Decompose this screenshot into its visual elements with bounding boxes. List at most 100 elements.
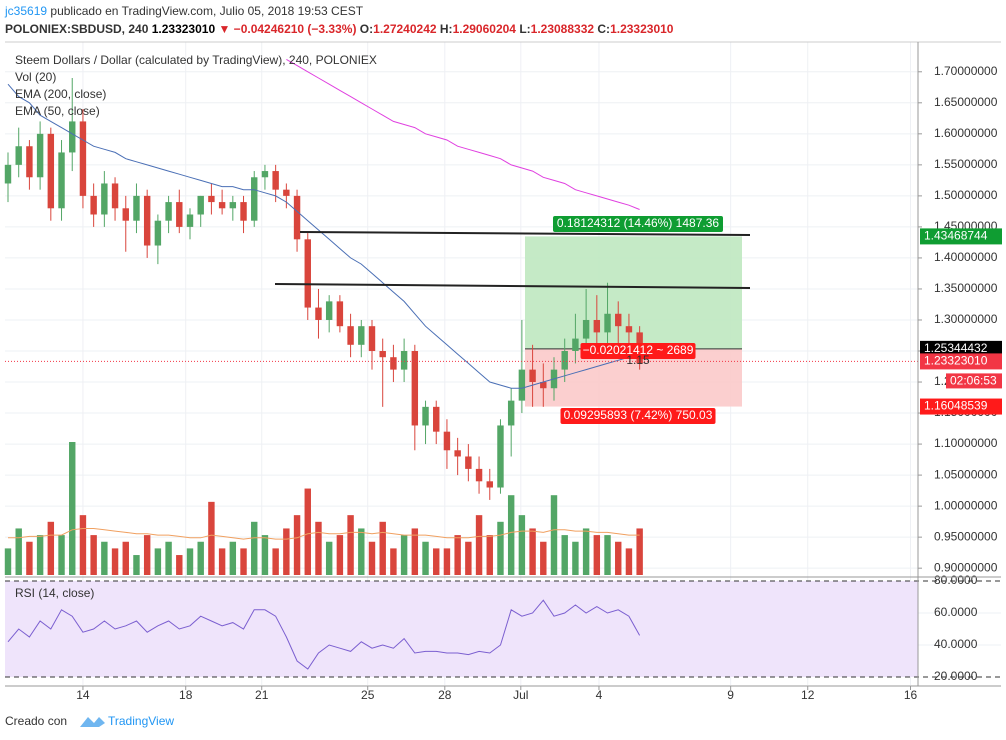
candle-body bbox=[572, 338, 579, 352]
symbol: POLONIEX:SBDUSD, 240 bbox=[5, 22, 149, 36]
o-label: O: bbox=[360, 22, 373, 36]
legend-ema: EMA (50, close) bbox=[15, 104, 100, 118]
last: 1.23323010 bbox=[152, 22, 216, 36]
candle-body bbox=[454, 450, 461, 457]
volume-bar bbox=[315, 521, 322, 575]
candle-body bbox=[79, 121, 87, 196]
candle-body bbox=[176, 202, 183, 227]
footer-brand[interactable]: TradingView bbox=[108, 714, 174, 728]
volume-bar bbox=[69, 442, 76, 575]
overlay: 0.90000000 0.95000000 1.00000000 1.05000000… bbox=[5, 64, 1002, 702]
candle-body bbox=[101, 183, 108, 215]
candle-body bbox=[422, 406, 429, 426]
candle-body bbox=[47, 133, 55, 209]
candle-body bbox=[561, 351, 568, 370]
volume-bar bbox=[36, 535, 44, 575]
candle-body bbox=[58, 152, 65, 209]
y-tick-label: 1.00000000 bbox=[934, 498, 998, 512]
x-tick-label: Jul bbox=[513, 688, 528, 702]
brand-logo[interactable] bbox=[80, 717, 105, 727]
position-target-label: 0.18124312 (14.46%) 1487.36 bbox=[557, 216, 719, 230]
published: publicado en TradingView.com, Julio 05, … bbox=[50, 4, 363, 18]
c: 1.23323010 bbox=[610, 22, 674, 36]
l-label: L: bbox=[519, 22, 530, 36]
volume-bar bbox=[411, 528, 419, 575]
candle-body bbox=[15, 146, 22, 165]
candle-body bbox=[283, 189, 290, 196]
candle-body bbox=[90, 195, 97, 215]
trend-line[interactable] bbox=[299, 231, 751, 236]
candle-body bbox=[390, 357, 397, 370]
position-entry-label: −0.02021412 ~ 2689 bbox=[583, 343, 694, 357]
y-tick-label: 1.10000000 bbox=[934, 436, 998, 450]
volume-bar bbox=[26, 541, 33, 575]
volume-bar bbox=[336, 535, 344, 575]
y-tick-label: 1.65000000 bbox=[934, 95, 998, 109]
y-tick-label: 1.05000000 bbox=[934, 467, 998, 481]
volume-bar bbox=[122, 541, 129, 575]
volume-bar bbox=[47, 521, 55, 575]
volume-bar bbox=[625, 548, 633, 575]
price-marker bbox=[920, 353, 1002, 370]
candle-body bbox=[486, 481, 493, 488]
volume-bar bbox=[293, 515, 301, 575]
candle-body bbox=[261, 171, 269, 178]
volume-bar bbox=[465, 541, 472, 575]
volume-bar bbox=[90, 535, 97, 575]
volume-bar bbox=[475, 515, 483, 575]
volume-bar bbox=[186, 548, 194, 575]
trend-line[interactable] bbox=[274, 283, 751, 289]
h-label: H: bbox=[440, 22, 453, 36]
volume-bar bbox=[347, 515, 354, 575]
rsi-tick-label: 60.0000 bbox=[934, 605, 978, 619]
volume-bar bbox=[165, 541, 172, 575]
position-target-label-box bbox=[553, 216, 723, 232]
candle-body bbox=[497, 425, 504, 488]
candle-body bbox=[36, 133, 44, 178]
candle-body bbox=[615, 313, 622, 327]
candle-body bbox=[293, 195, 301, 240]
candle-body bbox=[272, 171, 279, 190]
y-tick-label: 0.90000000 bbox=[934, 560, 998, 574]
candle-body bbox=[507, 400, 515, 426]
legend-rsi: RSI (14, close) bbox=[15, 586, 94, 600]
volume-bar bbox=[529, 528, 536, 575]
volume-bar bbox=[218, 548, 226, 575]
volume-bar bbox=[636, 528, 643, 575]
candle-body bbox=[593, 319, 601, 333]
position-profit bbox=[525, 236, 742, 349]
y-tick-label: 1.55000000 bbox=[934, 157, 998, 171]
user[interactable]: jc35619 bbox=[4, 4, 47, 18]
volume-bar bbox=[15, 528, 22, 575]
volume-bar bbox=[422, 541, 429, 575]
candle-body bbox=[251, 177, 258, 221]
price-marker bbox=[920, 228, 1002, 245]
volume-bar bbox=[197, 541, 204, 575]
chart-title: Steem Dollars / Dollar (calculated by Tr… bbox=[15, 53, 377, 67]
volume-bar bbox=[582, 528, 590, 575]
candle-body bbox=[315, 307, 322, 320]
candle-body bbox=[304, 239, 311, 308]
position-ratio: 1.15 bbox=[626, 353, 650, 367]
candle-body bbox=[111, 183, 119, 209]
volume-bar bbox=[550, 495, 558, 575]
y-tick-label: 0.95000000 bbox=[934, 529, 998, 543]
volume-bar bbox=[261, 535, 269, 575]
volume-bar bbox=[272, 548, 279, 575]
candle-body bbox=[218, 202, 226, 209]
candle-body bbox=[518, 369, 526, 401]
volume-bar bbox=[561, 535, 568, 575]
volume-bar bbox=[390, 548, 397, 575]
countdown-box bbox=[946, 373, 1002, 389]
header-line-1: jc35619 publicado en TradingView.com, Ju… bbox=[4, 4, 364, 18]
volume-bar bbox=[79, 515, 87, 575]
candle-body bbox=[240, 202, 247, 221]
position-entry-label-box bbox=[580, 343, 696, 359]
candle-body bbox=[433, 406, 440, 432]
candle-body bbox=[475, 468, 483, 482]
volume-bar bbox=[143, 535, 151, 575]
candle-body bbox=[133, 195, 140, 221]
candle-body bbox=[154, 220, 162, 246]
legend-volume: Vol (20) bbox=[15, 70, 56, 84]
ema-line bbox=[7, 83, 640, 389]
